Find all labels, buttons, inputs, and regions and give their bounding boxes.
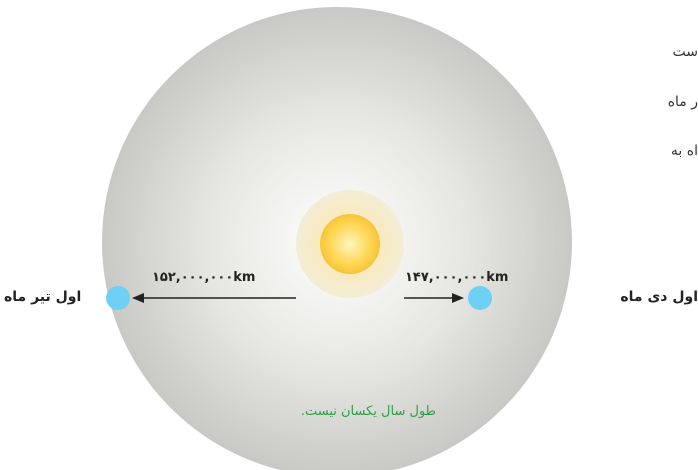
- earth-left-planet: [106, 286, 130, 310]
- page-text-line-2: ر ماه: [667, 94, 698, 110]
- arrow-left-head: [132, 293, 144, 303]
- label-first-of-dey: اول دی ماه: [620, 289, 698, 305]
- page-text-line-3: اه به: [670, 143, 698, 159]
- distance-left-label: ۱۵۲,۰۰۰,۰۰۰km: [152, 270, 256, 285]
- distance-right-label: ۱۴۷,۰۰۰,۰۰۰km: [405, 270, 509, 285]
- label-first-of-tir: اول تیر ماه: [4, 289, 82, 305]
- page-text-line-1: ست: [672, 44, 698, 60]
- caption: طول سال یکسان نیست.: [300, 404, 436, 419]
- sun: [320, 214, 380, 274]
- earth-right-planet: [468, 286, 492, 310]
- arrow-right-head: [452, 293, 464, 303]
